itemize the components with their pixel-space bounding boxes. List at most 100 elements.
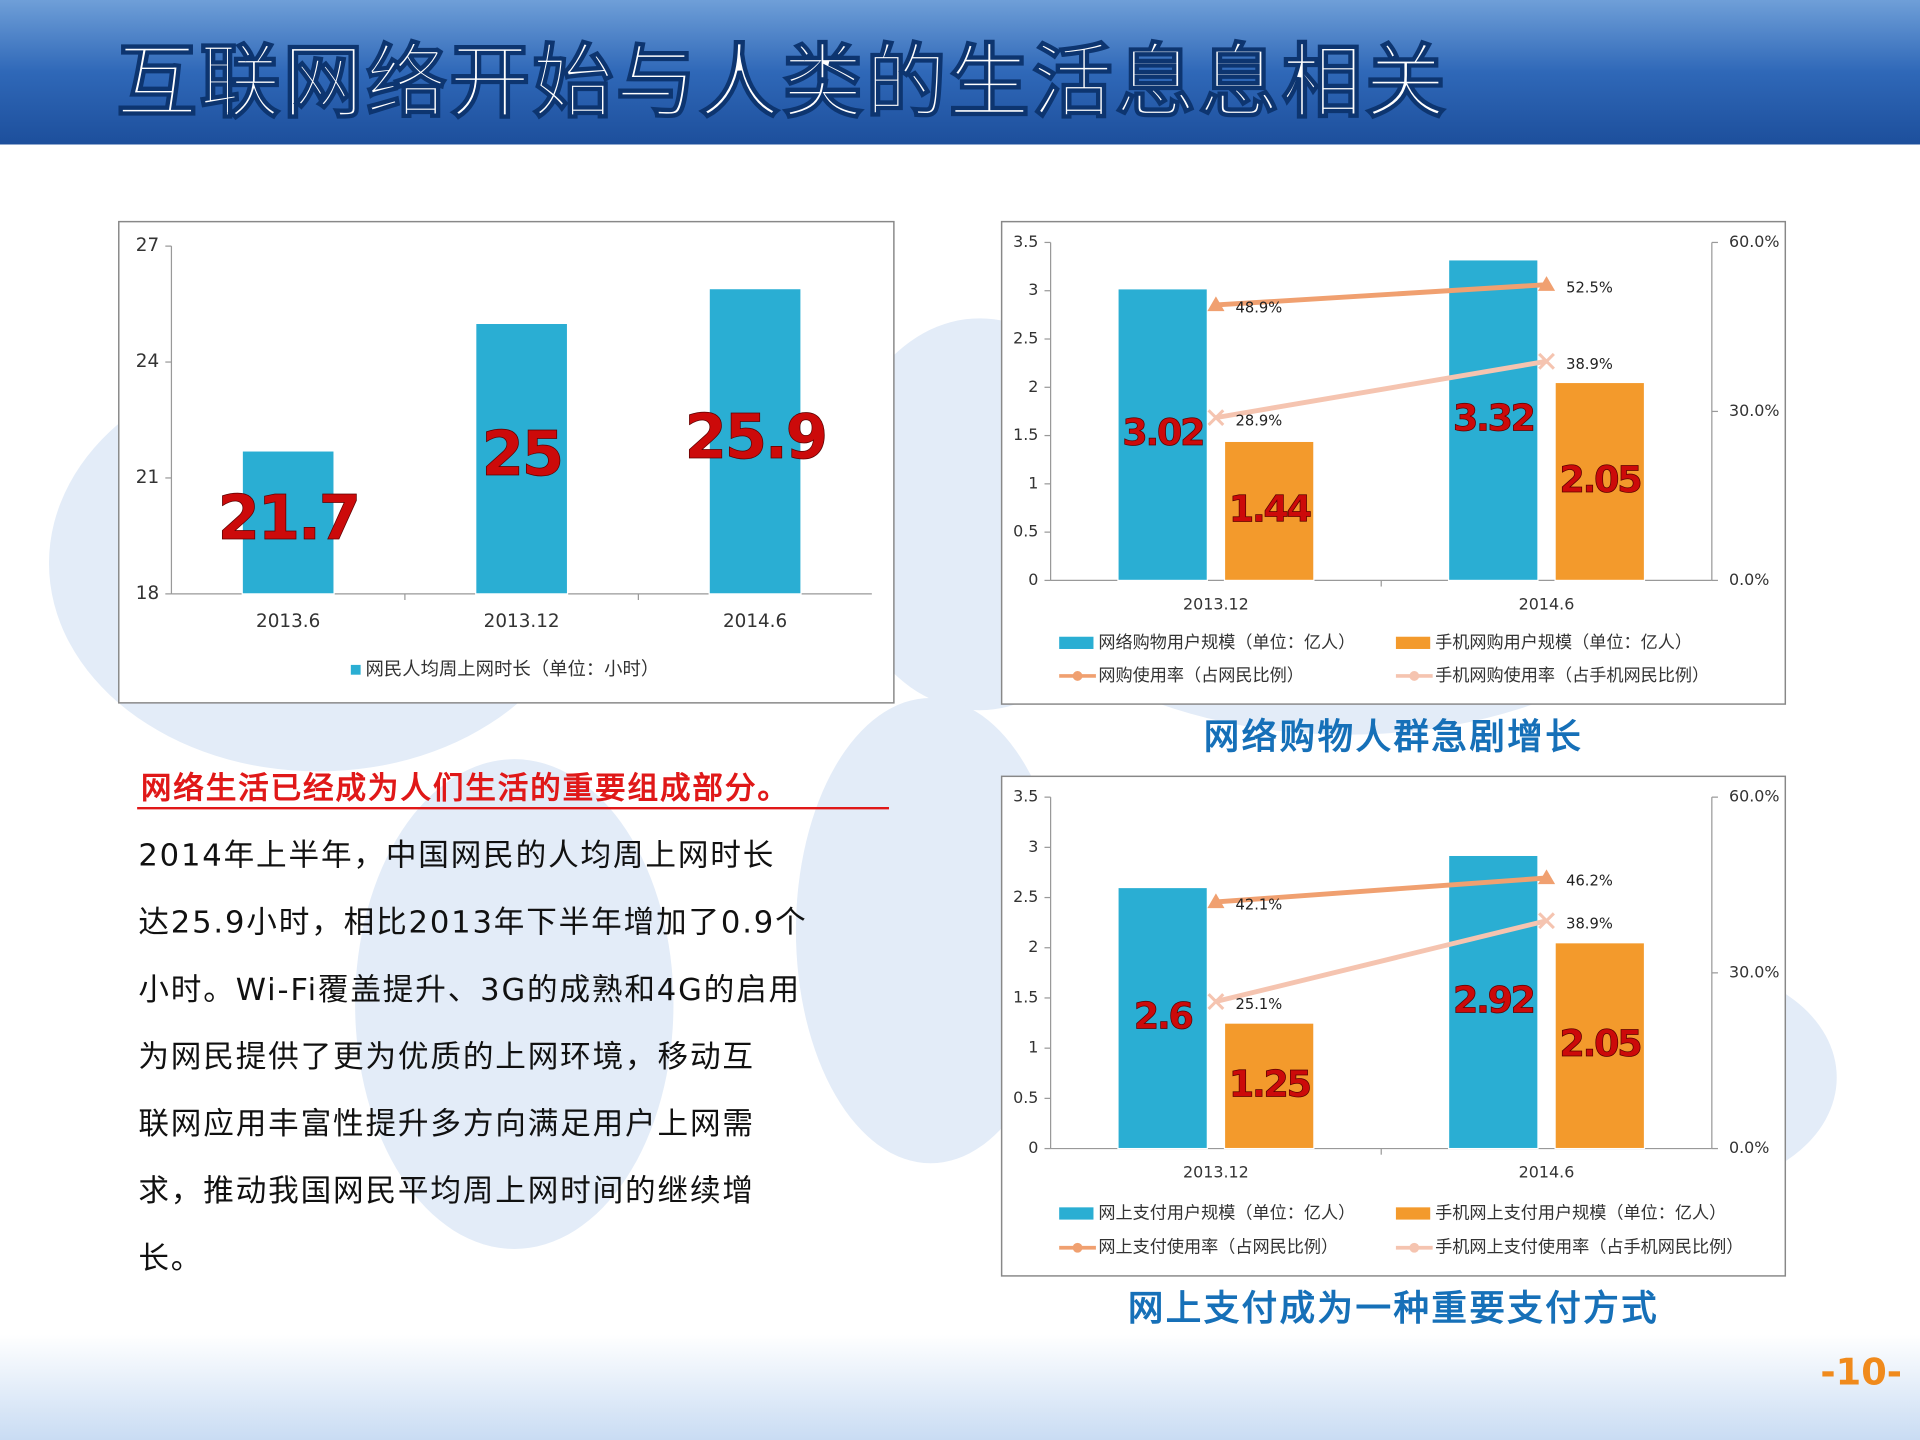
line-marker	[1537, 276, 1556, 291]
text-block: 网络生活已经成为人们生活的重要组成部分。 2014年上半年，中国网民的人均周上网时…	[137, 770, 889, 1276]
x-tick-label: 2013.6	[256, 611, 320, 632]
y-tick-label: 2	[1028, 937, 1038, 956]
footer-band	[0, 1334, 1920, 1440]
line-marker	[1207, 893, 1225, 909]
bar	[241, 450, 335, 595]
legend-label: 网络购物用户规模（单位：亿人）	[1098, 633, 1355, 653]
y-tick-label: 3.5	[1013, 232, 1038, 251]
chart: 0 0.5 1 1.5 2 2.5 3 3.5 0.0% 30.0% 60.0% 2013.12 3.0…	[1000, 220, 1787, 705]
y-tick-label: 27	[136, 235, 159, 256]
y2-tick-label: 60.0%	[1729, 232, 1780, 251]
bar-value-label: 25	[481, 419, 561, 490]
y-tick-label: 1.5	[1013, 987, 1038, 1006]
legend-label: 网购使用率（占网民比例）	[1098, 665, 1304, 686]
bar-value-label: 2.6	[1134, 995, 1193, 1038]
text-heading: 网络生活已经成为人们生活的重要组成部分。	[141, 770, 790, 806]
line-value-label: 52.5%	[1566, 279, 1613, 296]
legend-swatch	[1059, 1207, 1094, 1220]
legend-marker	[1409, 671, 1420, 681]
bar-value-label: 1.44	[1229, 487, 1311, 530]
page-number: -10-	[1820, 1350, 1902, 1393]
line-series	[1215, 358, 1547, 421]
line-marker	[1538, 352, 1555, 370]
x-tick-label: 2014.6	[1519, 594, 1575, 613]
y-tick-label: 1	[1028, 1038, 1038, 1057]
legend-label: 手机网购使用率（占手机网民比例）	[1435, 665, 1709, 686]
line-marker	[1207, 993, 1225, 1010]
line-marker	[1537, 869, 1556, 885]
legend-label: 网民人均周上网时长（单位：小时）	[366, 659, 660, 680]
y-tick-label: 18	[136, 583, 159, 604]
y-tick-label: 24	[136, 351, 159, 372]
line-marker	[1207, 296, 1225, 312]
x-tick-label: 2014.6	[723, 611, 787, 632]
y-tick-label: 3	[1028, 837, 1038, 856]
line-series	[1215, 875, 1547, 905]
bar	[1117, 288, 1208, 582]
x-tick-label: 2013.12	[484, 611, 560, 632]
bar-value-label: 2.05	[1559, 1022, 1640, 1065]
x-tick-label: 2013.12	[1183, 1163, 1249, 1182]
line-value-label: 46.2%	[1566, 873, 1613, 890]
y-tick-label: 2.5	[1013, 329, 1038, 348]
bar	[1223, 1022, 1315, 1150]
body-line: 求，推动我国网民平均周上网时间的继续增	[138, 1174, 754, 1209]
legend-label: 手机网购用户规模（单位：亿人）	[1435, 633, 1692, 653]
body-line: 长。	[138, 1241, 203, 1276]
y2-tick-label: 0.0%	[1729, 570, 1769, 589]
bar-value-label: 3.32	[1453, 397, 1534, 440]
chart: 0 0.5 1 1.5 2 2.5 3 3.5 0.0% 30.0% 60.0% 2013.12 2.6…	[1000, 775, 1787, 1277]
body-line: 2014年上半年，中国网民的人均周上网时长	[138, 839, 775, 874]
line-value-label: 48.9%	[1236, 300, 1283, 317]
bar-value-label: 21.7	[218, 483, 359, 554]
x-tick-label: 2014.6	[1519, 1163, 1575, 1182]
bar-value-label: 1.25	[1229, 1062, 1310, 1105]
x-tick-label: 2013.12	[1183, 594, 1249, 613]
legend-label: 网上支付使用率（占网民比例）	[1098, 1237, 1338, 1258]
legend-swatch	[350, 664, 361, 675]
y-tick-label: 1.5	[1013, 425, 1038, 444]
y2-tick-label: 0.0%	[1729, 1138, 1769, 1157]
header-band	[0, 0, 1920, 145]
y-tick-label: 0	[1028, 1138, 1038, 1157]
legend-label: 网上支付用户规模（单位：亿人）	[1098, 1203, 1355, 1223]
line-series	[1215, 918, 1548, 1004]
body-line: 达25.9小时，相比2013年下半年增加了0.9个	[138, 906, 807, 941]
bar-value-label: 3.02	[1122, 411, 1203, 454]
line-value-label: 28.9%	[1236, 412, 1283, 429]
y-tick-label: 3	[1028, 280, 1038, 299]
bar	[1447, 259, 1539, 582]
legend-marker	[1072, 671, 1083, 681]
bar	[475, 322, 569, 595]
y-tick-label: 0	[1028, 570, 1038, 589]
body-line: 为网民提供了更为优质的上网环境，移动互	[138, 1040, 754, 1075]
legend-marker	[1072, 1242, 1083, 1253]
legend-marker	[1409, 1242, 1420, 1253]
bar-value-label: 25.9	[684, 402, 825, 473]
bar-value-label: 2.92	[1453, 978, 1534, 1021]
legend-swatch	[1059, 636, 1094, 649]
line-value-label: 38.9%	[1566, 356, 1613, 373]
legend-label: 手机网上支付使用率（占手机网民比例）	[1435, 1237, 1743, 1258]
bar	[1223, 440, 1315, 582]
y-tick-label: 21	[136, 467, 159, 488]
line-marker	[1538, 912, 1555, 930]
legend-swatch	[1395, 636, 1431, 649]
charts: 182124272013.621.72013.12252014.625.9网民人…	[118, 220, 1787, 1329]
chart-caption: 网上支付成为一种重要支付方式	[1128, 1288, 1659, 1329]
bar	[708, 288, 802, 595]
bar-value-label: 2.05	[1559, 458, 1640, 501]
y-tick-label: 2	[1028, 377, 1038, 396]
bar	[1447, 854, 1539, 1150]
y2-tick-label: 30.0%	[1729, 962, 1780, 981]
slide-title: 互联网络开始与人类的生活息息相关	[116, 36, 1448, 130]
chart: 18 21 24 27 2013.6 21.7 2013.12 25 2014.6 25.9 网民人…	[118, 220, 895, 704]
line-value-label: 38.9%	[1566, 915, 1613, 932]
y-tick-label: 2.5	[1013, 887, 1038, 906]
y2-tick-label: 30.0%	[1729, 401, 1780, 420]
legend-label: 手机网上支付用户规模（单位：亿人）	[1435, 1203, 1726, 1223]
y2-tick-label: 60.0%	[1729, 787, 1780, 806]
chart-caption: 网络购物人群急剧增长	[1204, 716, 1583, 757]
